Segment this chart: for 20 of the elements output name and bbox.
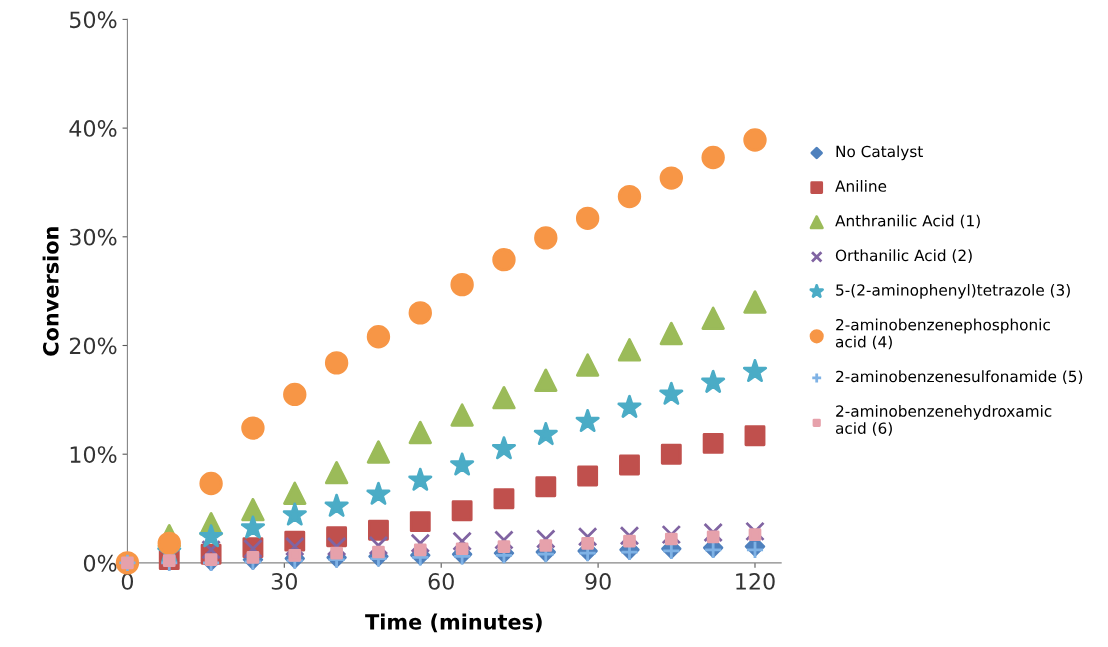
legend-label: 5-(2-aminophenyl)tetrazole (3)	[836, 283, 1070, 299]
y-tick-label: 30%	[70, 228, 117, 246]
legend-label: Anthranilic Acid (1)	[835, 214, 980, 229]
legend-label: 2-aminobenzenephosphonic acid (4)	[835, 318, 1050, 350]
y-tick-label: 50%	[70, 11, 117, 29]
y-axis-title: Conversion	[42, 227, 59, 356]
x-tick-label: 60	[428, 573, 454, 590]
legend-label: 2-aminobenzenesulfonamide (5)	[836, 370, 1083, 384]
x-tick-label: 30	[271, 573, 297, 590]
x-tick-label: 120	[736, 573, 775, 590]
legend-label: Orthanilic Acid (2)	[835, 249, 972, 263]
legend-label: No Catalyst	[836, 145, 923, 161]
y-tick-label: 20%	[69, 337, 117, 355]
x-tick-label: 90	[585, 573, 611, 590]
y-tick-label: 10%	[70, 446, 117, 463]
legend-label: 2-aminobenzenehydroxamic acid (6)	[835, 405, 1052, 436]
y-tick-label: 40%	[69, 120, 117, 137]
legend-label: Aniline	[835, 180, 887, 192]
y-tick-label: 0%	[83, 554, 117, 572]
x-axis-title: Time (minutes)	[365, 613, 542, 633]
